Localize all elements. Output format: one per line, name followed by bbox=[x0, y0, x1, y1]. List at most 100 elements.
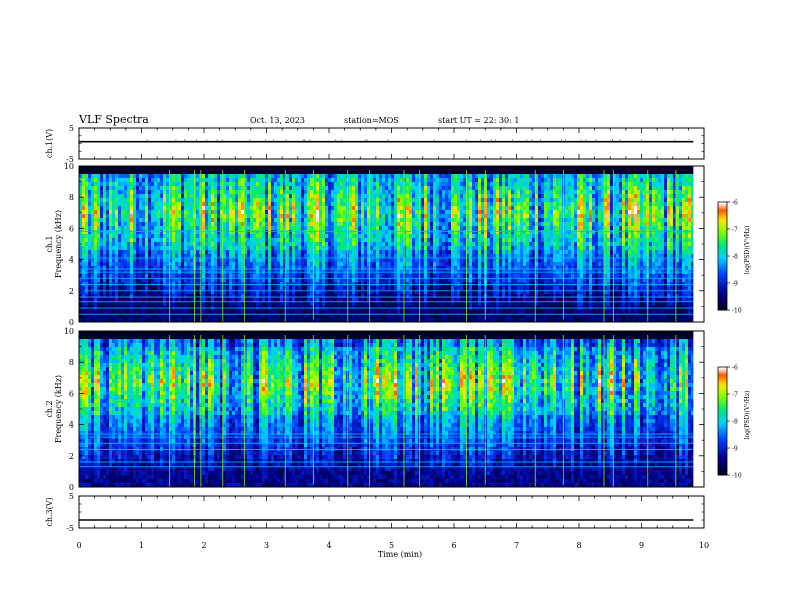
spectrogram-cell bbox=[385, 194, 389, 199]
spectrogram-cell bbox=[325, 314, 329, 319]
spectrogram-cell bbox=[412, 234, 416, 239]
spectrogram-cell bbox=[349, 202, 353, 207]
spectrogram-cell bbox=[175, 318, 179, 323]
spectrogram-cell bbox=[214, 174, 218, 179]
spectrogram-cell bbox=[412, 222, 416, 227]
spectrogram-cell bbox=[331, 234, 335, 239]
spectrogram-cell bbox=[349, 314, 353, 319]
spectrogram-cell bbox=[217, 182, 221, 187]
spectrogram-cell bbox=[337, 174, 341, 179]
spectrogram-cell bbox=[364, 194, 368, 199]
spectrogram-cell bbox=[103, 246, 107, 251]
spectrogram-cell bbox=[367, 274, 371, 279]
spectrogram-cell bbox=[364, 206, 368, 211]
spectrogram-cell bbox=[163, 274, 167, 279]
spectrogram-cell bbox=[181, 170, 185, 175]
spectrogram-cell bbox=[340, 286, 344, 291]
spectrogram-cell bbox=[223, 206, 227, 211]
spectrogram-cell bbox=[148, 194, 152, 199]
spectrogram-cell bbox=[331, 194, 335, 199]
spectrogram-cell bbox=[352, 218, 356, 223]
spectrogram-cell bbox=[247, 262, 251, 267]
spectrogram-cell bbox=[325, 174, 329, 179]
spectrogram-cell bbox=[412, 314, 416, 319]
spectrogram-cell bbox=[259, 286, 263, 291]
spectrogram-cell bbox=[331, 254, 335, 259]
spectrogram-cell bbox=[280, 194, 284, 199]
spectrogram-cell bbox=[373, 294, 377, 299]
spectrogram-cell bbox=[139, 310, 143, 315]
spectrogram-cell bbox=[442, 198, 446, 203]
spectrogram-cell bbox=[256, 230, 260, 235]
spectrogram-cell bbox=[265, 214, 269, 219]
spectrogram-cell bbox=[334, 318, 338, 323]
spectrogram-cell bbox=[352, 166, 356, 171]
spectrogram-cell bbox=[394, 234, 398, 239]
spectrogram-cell bbox=[205, 274, 209, 279]
spectrogram-cell bbox=[85, 258, 89, 263]
spectrogram-cell bbox=[388, 238, 392, 243]
spectrogram-cell bbox=[262, 190, 266, 195]
spectrogram-cell bbox=[241, 206, 245, 211]
spectrogram-cell bbox=[130, 210, 134, 215]
spectrogram-cell bbox=[436, 214, 440, 219]
spectrogram-cell bbox=[229, 178, 233, 183]
spectrogram-cell bbox=[178, 302, 182, 307]
spectrogram-cell bbox=[106, 238, 110, 243]
spectrogram-cell bbox=[403, 246, 407, 251]
spectrogram-cell bbox=[301, 166, 305, 171]
spectrogram-cell bbox=[355, 314, 359, 319]
spectrogram-cell bbox=[403, 258, 407, 263]
spectrogram-cell bbox=[334, 234, 338, 239]
spectrogram-cell bbox=[169, 210, 173, 215]
spectrogram-cell bbox=[124, 230, 128, 235]
spectrogram-cell bbox=[82, 198, 86, 203]
spectrogram-cell bbox=[166, 202, 170, 207]
spectrogram-cell bbox=[337, 294, 341, 299]
spectrogram-cell bbox=[202, 198, 206, 203]
spectrogram-cell bbox=[316, 210, 320, 215]
spectrogram-cell bbox=[316, 294, 320, 299]
spectrogram-cell bbox=[148, 178, 152, 183]
spectrogram-cell bbox=[307, 258, 311, 263]
spectrogram-cell bbox=[127, 166, 131, 171]
spectrogram-cell bbox=[142, 210, 146, 215]
spectrogram-cell bbox=[388, 186, 392, 191]
spectrogram-cell bbox=[79, 190, 83, 195]
spectrogram-cell bbox=[94, 234, 98, 239]
spectrogram-cell bbox=[352, 298, 356, 303]
spectrogram-cell bbox=[295, 298, 299, 303]
spectrogram-cell bbox=[184, 198, 188, 203]
spectrogram-cell bbox=[145, 302, 149, 307]
spectrogram-cell bbox=[259, 222, 263, 227]
spectrogram-cell bbox=[409, 174, 413, 179]
spectrogram-cell bbox=[103, 286, 107, 291]
spectrogram-cell bbox=[313, 182, 317, 187]
spectrogram-cell bbox=[397, 166, 401, 171]
spectrogram-cell bbox=[361, 294, 365, 299]
spectrogram-cell bbox=[337, 266, 341, 271]
spectrogram-cell bbox=[427, 218, 431, 223]
spectrogram-cell bbox=[400, 206, 404, 211]
spectrogram-cell bbox=[154, 210, 158, 215]
spectrogram-cell bbox=[301, 194, 305, 199]
spectrogram-cell bbox=[109, 170, 113, 175]
spectrogram-cell bbox=[127, 174, 131, 179]
spectrogram-cell bbox=[340, 178, 344, 183]
spectrogram-cell bbox=[79, 230, 83, 235]
spectrogram-cell bbox=[322, 310, 326, 315]
spectrogram-cell bbox=[364, 302, 368, 307]
spectrogram-cell bbox=[343, 202, 347, 207]
spectrogram-cell bbox=[169, 254, 173, 259]
spectrogram-cell bbox=[133, 242, 137, 247]
spectrogram-cell bbox=[91, 254, 95, 259]
spectrogram-cell bbox=[142, 294, 146, 299]
spectrogram-cell bbox=[130, 258, 134, 263]
spectrogram-cell bbox=[130, 278, 134, 283]
spectrogram-cell bbox=[124, 198, 128, 203]
spectrogram-cell bbox=[388, 302, 392, 307]
spectrogram-cell bbox=[451, 174, 455, 179]
spectrogram-cell bbox=[151, 258, 155, 263]
spectrogram-cell bbox=[391, 318, 395, 323]
